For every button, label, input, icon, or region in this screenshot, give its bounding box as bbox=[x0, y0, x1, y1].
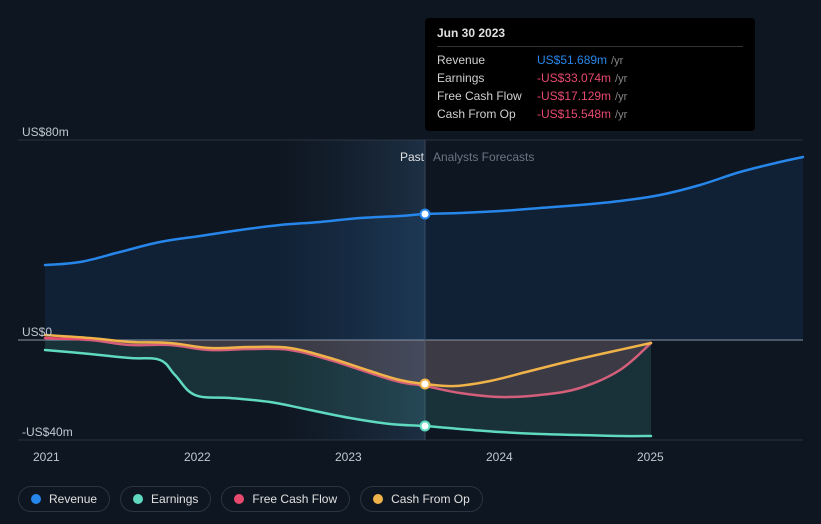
tooltip-row-value: -US$17.129m bbox=[537, 89, 611, 103]
cash-from-op-legend[interactable]: Cash From Op bbox=[360, 486, 483, 512]
x-tick-label: 2024 bbox=[486, 450, 513, 464]
legend-swatch bbox=[234, 494, 244, 504]
tooltip-row: RevenueUS$51.689m/yr bbox=[437, 51, 743, 69]
x-tick-label: 2025 bbox=[637, 450, 664, 464]
hover-marker bbox=[421, 210, 430, 219]
legend-label: Cash From Op bbox=[391, 492, 470, 506]
tooltip-row-unit: /yr bbox=[615, 109, 627, 121]
earnings-legend[interactable]: Earnings bbox=[120, 486, 211, 512]
tooltip-row: Cash From Op-US$15.548m/yr bbox=[437, 105, 743, 123]
tooltip-row-value: US$51.689m bbox=[537, 53, 607, 67]
tooltip-row-value: -US$33.074m bbox=[537, 71, 611, 85]
legend-swatch bbox=[31, 494, 41, 504]
free-cash-flow-legend[interactable]: Free Cash Flow bbox=[221, 486, 350, 512]
tooltip-row-label: Free Cash Flow bbox=[437, 89, 537, 103]
financials-chart: Past Analysts Forecasts US$80m US$0 -US$40… bbox=[0, 0, 821, 524]
y-tick-label: US$0 bbox=[22, 325, 52, 339]
tooltip-row-value: -US$15.548m bbox=[537, 107, 611, 121]
tooltip-row-unit: /yr bbox=[615, 91, 627, 103]
chart-tooltip: Jun 30 2023 RevenueUS$51.689m/yrEarnings… bbox=[425, 18, 755, 131]
tooltip-row-label: Earnings bbox=[437, 71, 537, 85]
hover-marker bbox=[421, 422, 430, 431]
x-tick-label: 2022 bbox=[184, 450, 211, 464]
tooltip-row: Free Cash Flow-US$17.129m/yr bbox=[437, 87, 743, 105]
revenue-legend[interactable]: Revenue bbox=[18, 486, 110, 512]
legend-label: Revenue bbox=[49, 492, 97, 506]
tooltip-row-unit: /yr bbox=[615, 73, 627, 85]
legend-swatch bbox=[373, 494, 383, 504]
tooltip-row-label: Revenue bbox=[437, 53, 537, 67]
tooltip-row-unit: /yr bbox=[611, 55, 623, 67]
x-tick-label: 2021 bbox=[33, 450, 60, 464]
past-section-label: Past bbox=[400, 150, 424, 164]
tooltip-date: Jun 30 2023 bbox=[437, 26, 743, 47]
legend-label: Free Cash Flow bbox=[252, 492, 337, 506]
chart-legend: Revenue Earnings Free Cash Flow Cash From O… bbox=[18, 486, 483, 512]
tooltip-row: Earnings-US$33.074m/yr bbox=[437, 69, 743, 87]
tooltip-row-label: Cash From Op bbox=[437, 107, 537, 121]
y-tick-label: -US$40m bbox=[22, 425, 73, 439]
y-tick-label: US$80m bbox=[22, 125, 69, 139]
x-tick-label: 2023 bbox=[335, 450, 362, 464]
hover-marker bbox=[421, 380, 430, 389]
legend-label: Earnings bbox=[151, 492, 198, 506]
forecast-section-label: Analysts Forecasts bbox=[433, 150, 534, 164]
legend-swatch bbox=[133, 494, 143, 504]
